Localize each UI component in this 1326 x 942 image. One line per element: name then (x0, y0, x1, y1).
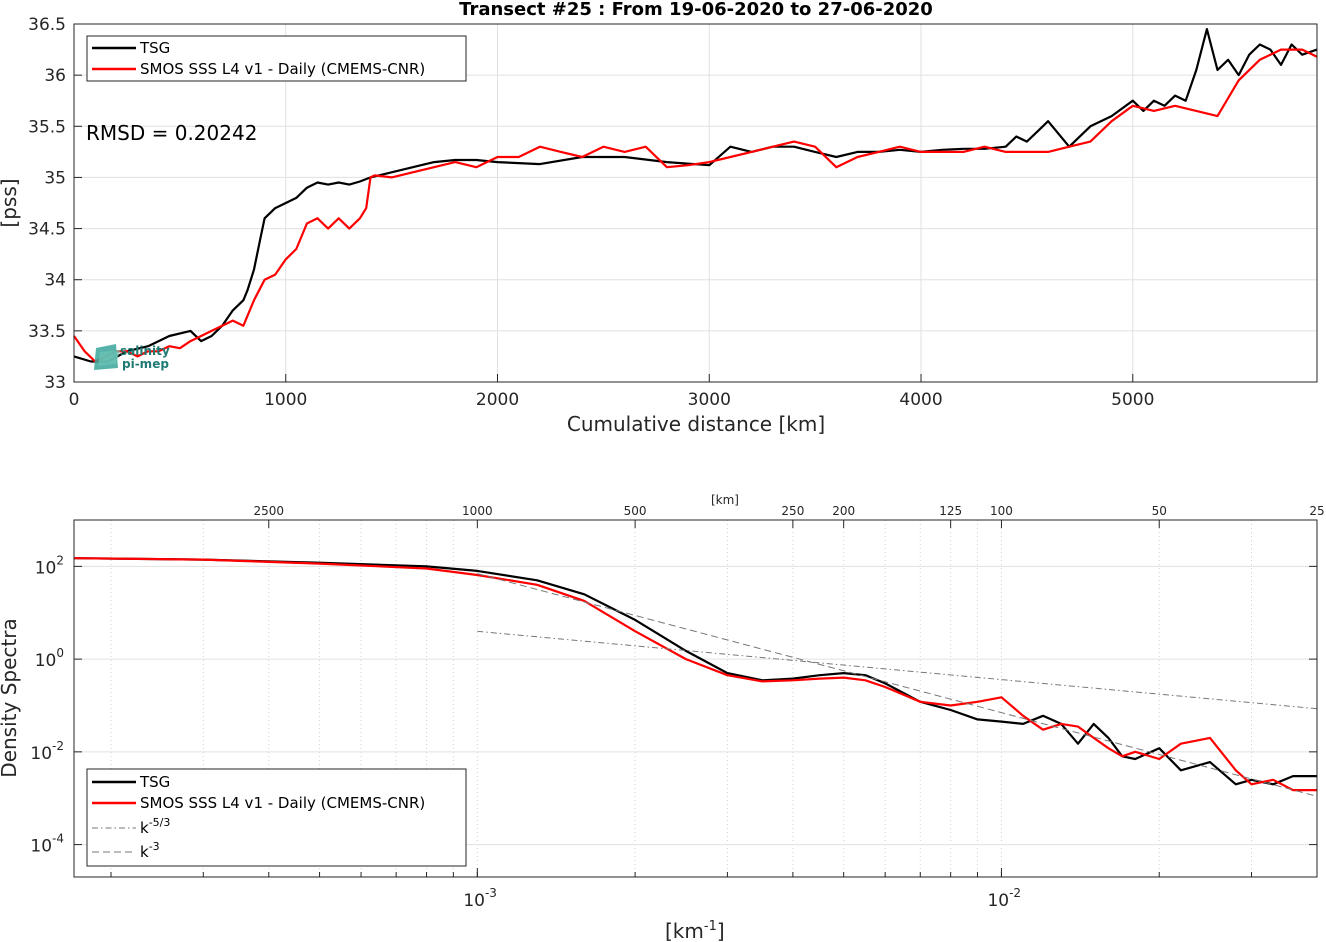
bottom-top-km-label: 100 (990, 504, 1013, 518)
bottom-top-km-label: 250 (781, 504, 804, 518)
top-y-tick-label: 35 (44, 168, 66, 188)
top-ticks: 0 1000 2000 3000 4000 5000 33 33.5 34 34.5 35 35.5 3… (28, 15, 1154, 410)
top-y-tick-label: 34.5 (28, 220, 66, 240)
bottom-legend-label-smos: SMOS SSS L4 v1 - Daily (CMEMS-CNR) (140, 794, 425, 812)
top-x-axis-label: Cumulative distance [km] (567, 412, 825, 436)
bottom-legend-box (86, 768, 467, 867)
rmsd-annotation: RMSD = 0.20242 (86, 121, 257, 145)
bottom-series-tsg-line (73, 557, 1317, 786)
bottom-series-smos-line (73, 557, 1317, 792)
top-chart: 0 1000 2000 3000 4000 5000 33 33.5 34 34.5 35 35.5 3… (0, 0, 1318, 436)
top-y-tick-label: 34 (44, 271, 66, 291)
top-legend-label-tsg: TSG (139, 39, 170, 57)
bottom-legend-label-tsg: TSG (139, 773, 170, 791)
logo-line-1: salinity (120, 344, 170, 358)
bottom-x-tick-label: 10-2 (987, 886, 1021, 911)
top-y-tick-label: 36 (44, 66, 66, 86)
bottom-top-km-label: 125 (939, 504, 962, 518)
top-legend: TSG SMOS SSS L4 v1 - Daily (CMEMS-CNR) (86, 35, 467, 82)
top-y-tick-label: 35.5 (28, 117, 66, 137)
top-x-tick-label: 3000 (688, 390, 731, 410)
bottom-top-km-label: 500 (624, 504, 647, 518)
top-axes-box (73, 23, 1318, 383)
top-axis-km-label: [km] (711, 493, 739, 507)
bottom-top-km-label: 2500 (253, 504, 284, 518)
bottom-chart: 10-4 10-2 100 102 10-3 10-2 2500 1000 500 250 200 1… (0, 493, 1325, 942)
bottom-x-axis-label: [km-1] (665, 919, 725, 942)
bottom-y-axis-label: Density Spectra (0, 618, 21, 777)
bottom-y-tick-label: 10-2 (30, 739, 64, 764)
bottom-top-km-label: 200 (832, 504, 855, 518)
curves-logo-icon (94, 344, 120, 370)
bottom-series (73, 557, 1318, 797)
bottom-top-km-label: 1000 (462, 504, 493, 518)
top-series-tsg-line (73, 28, 1318, 363)
top-x-tick-label: 1000 (264, 390, 307, 410)
bottom-axes-box (73, 519, 1318, 878)
top-chart-title: Transect #25 : From 19-06-2020 to 27-06-… (459, 0, 933, 20)
top-plot-area (74, 24, 1317, 382)
top-y-tick-label: 33.5 (28, 322, 66, 342)
bottom-top-km-label: 25 (1309, 504, 1324, 518)
top-series-smos-line (73, 48, 1318, 363)
top-x-tick-label: 2000 (476, 390, 519, 410)
top-x-tick-label: 4000 (899, 390, 942, 410)
bottom-ticks: 10-4 10-2 100 102 10-3 10-2 2500 1000 500 250 200 1… (30, 504, 1324, 911)
bottom-top-km-label: 50 (1152, 504, 1167, 518)
top-x-tick-label: 5000 (1111, 390, 1154, 410)
bottom-legend: TSG SMOS SSS L4 v1 - Daily (CMEMS-CNR) k… (86, 768, 467, 867)
bottom-legend-label-k53: k-5/3 (140, 816, 170, 837)
top-legend-box (86, 35, 467, 82)
top-x-tick-label: 0 (69, 390, 80, 410)
bottom-series-k53-line (477, 630, 1318, 710)
top-y-tick-label: 36.5 (28, 15, 66, 35)
logo-line-2: pi-mep (122, 357, 169, 371)
top-y-tick-label: 33 (44, 373, 66, 393)
bottom-y-tick-label: 10-4 (30, 832, 64, 857)
salinity-pi-mep-logo: salinity pi-mep (94, 344, 170, 371)
top-legend-label-smos: SMOS SSS L4 v1 - Daily (CMEMS-CNR) (140, 60, 425, 78)
bottom-y-tick-label: 100 (35, 646, 64, 671)
bottom-y-tick-label: 102 (35, 553, 64, 578)
bottom-x-tick-label: 10-3 (463, 886, 497, 911)
top-series (73, 28, 1318, 363)
svg-text:[km-1]: [km-1] (665, 919, 725, 942)
bottom-series-k3-line (477, 573, 1318, 797)
top-y-axis-label: [pss] (0, 178, 21, 227)
